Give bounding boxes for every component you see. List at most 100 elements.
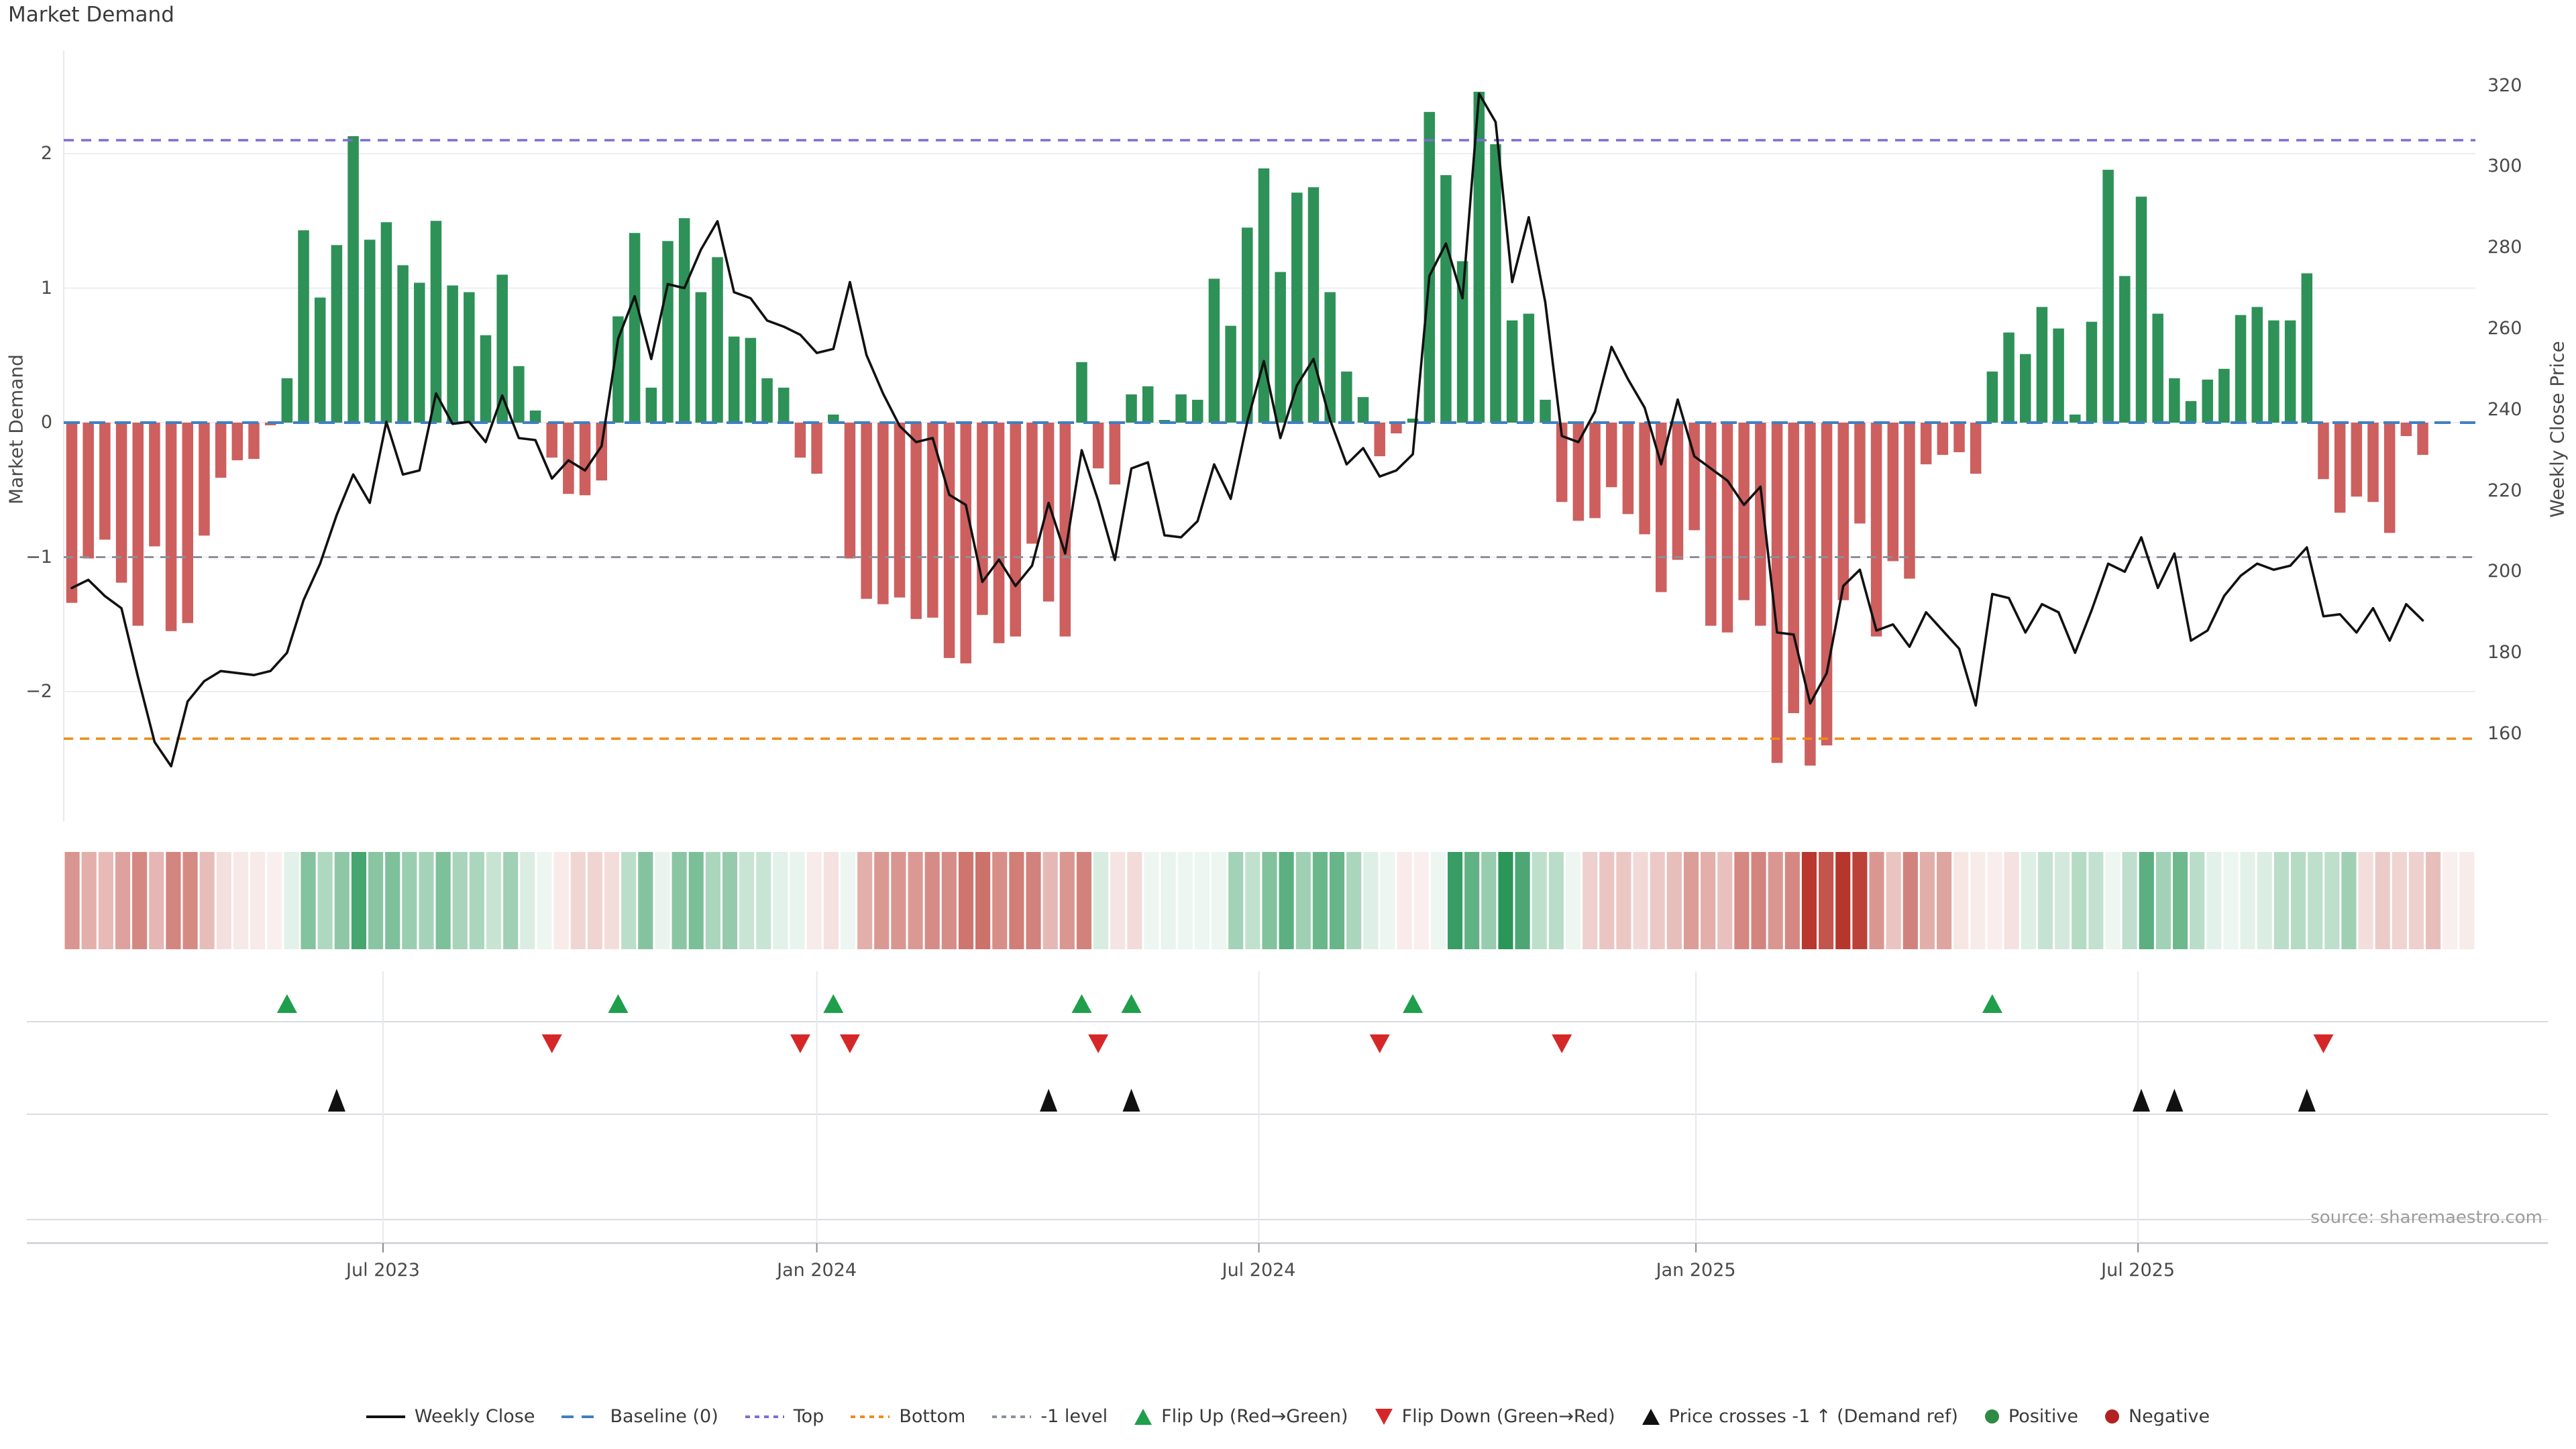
legend-item: Baseline (0) xyxy=(561,1406,718,1427)
demand-bar xyxy=(66,423,78,603)
flip-up-marker xyxy=(823,994,844,1013)
heatmap-cell xyxy=(435,852,451,949)
heatmap-cell xyxy=(1161,852,1176,949)
legend-item-label: Positive xyxy=(2008,1406,2078,1427)
heatmap-cell xyxy=(2290,852,2306,949)
demand-bar xyxy=(844,423,856,559)
y-right-tick-label: 180 xyxy=(2487,642,2522,663)
demand-bar xyxy=(977,423,988,615)
demand-bar xyxy=(2318,423,2329,480)
price-line xyxy=(70,92,2424,768)
demand-bar xyxy=(1937,423,1949,455)
heatmap-cell xyxy=(1701,852,1716,949)
legend-dashed-swatch xyxy=(561,1415,601,1418)
heatmap-cell xyxy=(1599,852,1615,949)
heatmap-cell xyxy=(115,852,131,949)
heatmap-cell xyxy=(908,852,923,949)
demand-bar xyxy=(1904,423,1915,579)
heatmap-cell xyxy=(2088,852,2104,949)
demand-bar xyxy=(132,423,144,626)
demand-bar xyxy=(1175,394,1187,423)
heatmap-cell xyxy=(1616,852,1631,949)
demand-bar xyxy=(877,423,889,604)
legend-item-label: Negative xyxy=(2128,1406,2210,1427)
demand-bar xyxy=(314,297,326,423)
heatmap-cell xyxy=(301,852,316,949)
heatmap-cell xyxy=(790,852,805,949)
legend-item: -1 level xyxy=(992,1406,1108,1427)
demand-bar xyxy=(861,423,872,599)
price-cross-marker xyxy=(1122,1089,1140,1112)
heatmap-cell xyxy=(1835,852,1851,949)
heatmap-cell xyxy=(537,852,552,949)
legend-item: Negative xyxy=(2104,1406,2210,1427)
heatmap-cell xyxy=(132,852,148,949)
heatmap-cell xyxy=(1413,852,1429,949)
demand-bar xyxy=(1788,423,1799,714)
demand-bar xyxy=(2202,379,2213,423)
demand-bar xyxy=(943,423,955,658)
heatmap-cell xyxy=(385,852,400,949)
heatmap-cell xyxy=(2358,852,2373,949)
demand-bar xyxy=(1391,423,1402,434)
legend-item-label: Bottom xyxy=(899,1406,966,1427)
demand-bar xyxy=(347,136,359,423)
demand-bar xyxy=(447,285,458,423)
heatmap-cell xyxy=(553,852,569,949)
heatmap-cell xyxy=(1447,852,1463,949)
demand-bar xyxy=(1010,423,1022,637)
legend: Weekly Close Baseline (0) Top Bottom -1 leve… xyxy=(0,1406,2576,1427)
demand-bar xyxy=(513,366,525,423)
heatmap-cell xyxy=(621,852,637,949)
demand-bar xyxy=(480,335,492,423)
demand-bar xyxy=(1159,419,1171,423)
heatmap-cell xyxy=(722,852,738,949)
heatmap-cell xyxy=(2341,852,2357,949)
demand-bar xyxy=(927,423,938,618)
demand-bar xyxy=(165,423,177,631)
demand-bar xyxy=(364,239,376,423)
heatmap-cell xyxy=(1666,852,1682,949)
heatmap-cell xyxy=(1279,852,1294,949)
legend-item-label: -1 level xyxy=(1040,1406,1108,1427)
flip-up-marker xyxy=(1121,994,1142,1013)
demand-bar xyxy=(1059,423,1071,637)
triangle-up-icon xyxy=(1642,1408,1660,1425)
heatmap-cell xyxy=(756,852,771,949)
y-right-tick-label: 220 xyxy=(2487,480,2522,501)
demand-bar xyxy=(414,282,425,423)
heatmap-cell xyxy=(317,852,333,949)
demand-bar xyxy=(1622,423,1634,515)
heatmap-cell xyxy=(975,852,991,949)
demand-bar xyxy=(1887,423,1899,561)
demand-bar xyxy=(464,292,475,423)
heatmap-cell xyxy=(1582,852,1598,949)
x-tick-label: Jan 2024 xyxy=(777,1260,857,1281)
demand-bar xyxy=(1572,423,1585,521)
demand-bar xyxy=(546,423,557,458)
heatmap-cell xyxy=(402,852,417,949)
demand-bar xyxy=(1440,175,1452,423)
demand-bar xyxy=(645,387,657,423)
flip-down-marker xyxy=(1088,1034,1109,1053)
demand-bar xyxy=(397,265,409,423)
heatmap-cell xyxy=(2257,852,2272,949)
demand-bar xyxy=(1837,423,1849,600)
demand-bar xyxy=(2070,414,2081,423)
demand-bar xyxy=(662,241,674,423)
demand-bar xyxy=(2086,321,2098,423)
demand-bar xyxy=(2334,423,2346,513)
heatmap-cell xyxy=(2037,852,2053,949)
demand-bar xyxy=(2135,197,2147,423)
heatmap-cell xyxy=(958,852,974,949)
heatmap-cell xyxy=(2021,852,2036,949)
heatmap-cell xyxy=(2408,852,2424,949)
heatmap-cell xyxy=(1076,852,1092,949)
heatmap-cell xyxy=(1734,852,1750,949)
heatmap-cell xyxy=(419,852,434,949)
y-right-tick-label: 260 xyxy=(2487,317,2522,339)
demand-bar xyxy=(1473,91,1485,423)
heatmap-cell xyxy=(469,852,484,949)
heatmap-cell xyxy=(891,852,906,949)
heatmap-cell xyxy=(2459,852,2475,949)
